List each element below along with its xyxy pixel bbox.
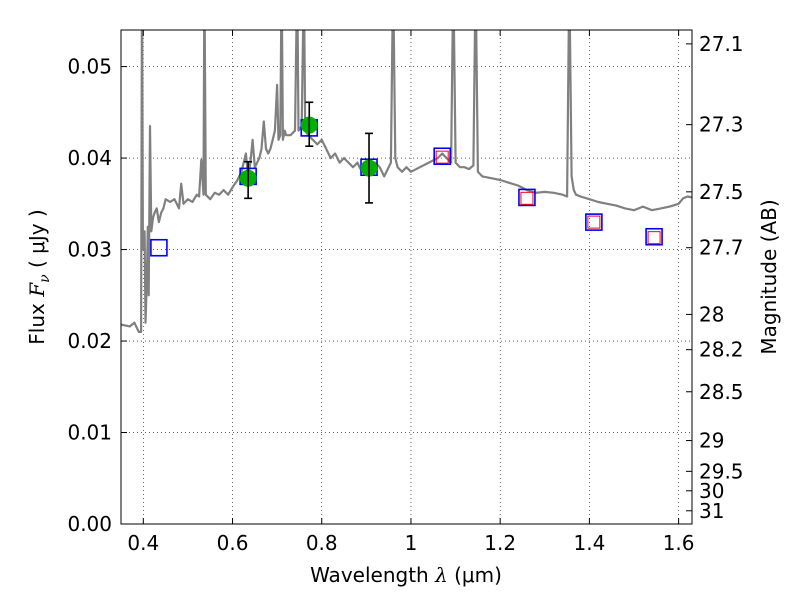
y-tick-label: 0.04 [67, 146, 112, 170]
model-square [150, 238, 168, 257]
x-axis-math: λ [434, 563, 448, 587]
y-axis-math: F [25, 282, 49, 298]
spectrum-line [121, 30, 692, 333]
y2-tick-label: 29.5 [699, 459, 744, 483]
model-square-inner [587, 215, 601, 229]
y2-tick-label: 28.2 [699, 338, 744, 362]
x-tick-label: 0.8 [306, 531, 338, 555]
x-tick-label: 1.4 [573, 531, 605, 555]
y2-tick-label: 30 [699, 479, 724, 503]
y-tick-label: 0.01 [67, 421, 112, 445]
x-tick-label: 1 [405, 531, 418, 555]
model-square-inner [647, 231, 661, 245]
y-axis-unit: ( μJy ) [25, 209, 49, 268]
y-tick-label: 0.00 [67, 512, 112, 536]
y2-tick-label: 29 [699, 429, 724, 453]
x-tick-label: 1.6 [663, 531, 695, 555]
y2-tick-label: 28 [699, 302, 724, 326]
y2-tick-label: 27.5 [699, 180, 744, 204]
axes: 0.4 0.6 0.8 1 1.2 1.4 1.6 0.00 0.01 0.02 0.03 0.04 0… [67, 30, 744, 555]
y-tick-label: 0.02 [67, 329, 112, 353]
model-square-inner [520, 191, 534, 205]
model-square [433, 147, 451, 166]
y2-tick-label: 27.1 [699, 32, 744, 56]
y2-tick-label: 31 [699, 499, 724, 523]
x-tick-label: 1.2 [484, 531, 516, 555]
y-tick-label: 0.05 [67, 55, 112, 79]
y2-tick-label: 27.7 [699, 236, 744, 260]
model-square [585, 213, 603, 231]
x-tick-label: 0.4 [127, 531, 159, 555]
x-tick-label: 0.6 [217, 531, 249, 555]
model-square [518, 188, 536, 207]
y-axis-title: Flux Fν ( μJy ) [25, 209, 53, 344]
plot-frame [120, 29, 693, 525]
marker-layer [150, 101, 663, 257]
y-axis-label: Flux [25, 303, 49, 345]
x-axis-label: Wavelength [310, 563, 429, 587]
model-square [645, 227, 663, 246]
y2-axis-title: Magnitude (AB) [757, 199, 781, 354]
x-axis-title: Wavelength λ (μm) [310, 563, 502, 587]
y-axis-math-sub: ν [37, 274, 53, 283]
y2-tick-label: 27.3 [699, 113, 744, 137]
y-tick-label: 0.03 [67, 238, 112, 262]
grid [121, 30, 692, 525]
x-axis-unit: (μm) [454, 563, 502, 587]
model-square-inner [435, 150, 449, 164]
y2-tick-label: 28.5 [699, 380, 744, 404]
spectrum-layer [121, 30, 692, 333]
